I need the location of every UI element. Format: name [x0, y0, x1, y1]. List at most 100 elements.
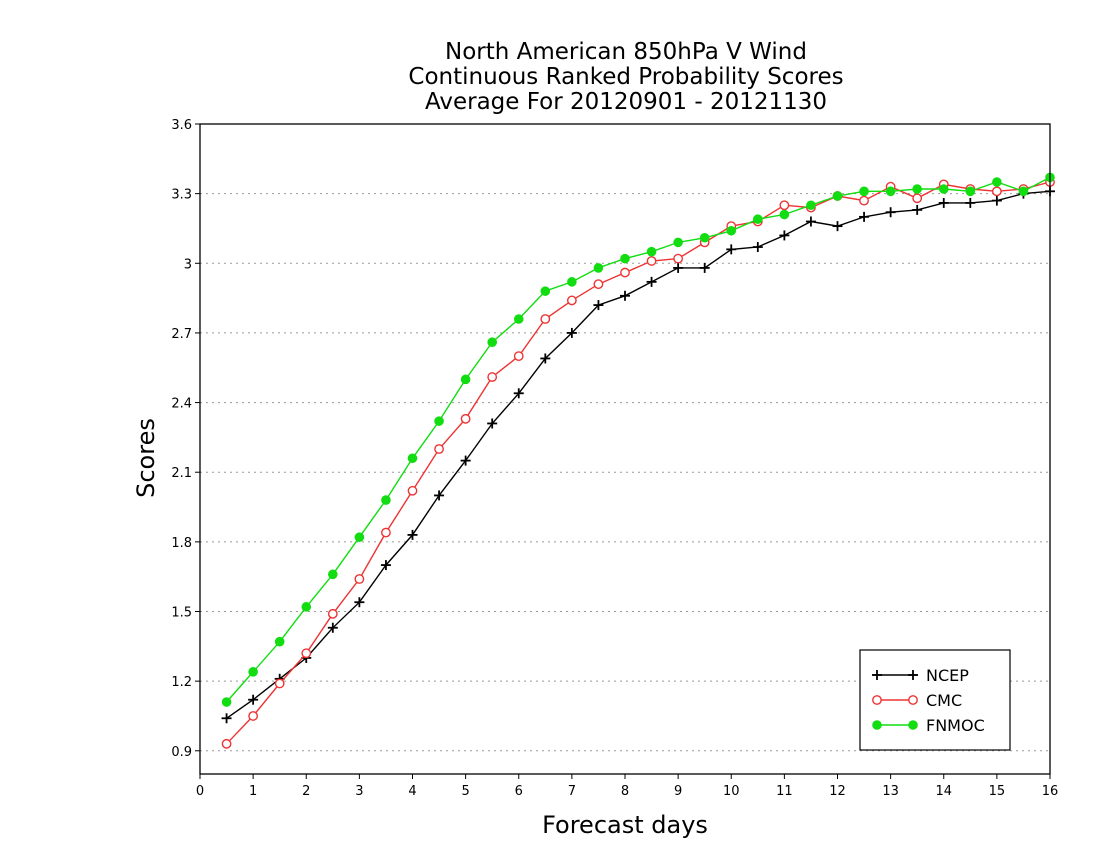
data-point-fnmoc	[673, 237, 683, 248]
y-tick-label: 1.8	[171, 536, 192, 551]
data-point-cmc	[327, 608, 338, 619]
data-point-ncep	[991, 195, 1002, 206]
data-point-fnmoc	[460, 374, 471, 385]
y-tick-label: 2.7	[171, 327, 192, 342]
x-tick-label: 13	[882, 784, 899, 799]
data-point-ncep	[487, 418, 498, 429]
data-point-fnmoc	[885, 186, 896, 197]
legend-label-fnmoc: FNMOC	[926, 716, 985, 735]
data-point-ncep	[248, 694, 259, 705]
y-tick-label: 3.6	[171, 118, 192, 133]
legend-marker-cmc	[908, 695, 918, 705]
data-point-ncep	[938, 197, 949, 208]
data-point-ncep	[673, 262, 684, 273]
data-point-cmc	[566, 295, 577, 306]
data-point-fnmoc	[620, 253, 630, 264]
series-layer	[221, 172, 1055, 749]
y-axis-label: Scores	[132, 418, 160, 498]
x-tick-label: 4	[408, 784, 416, 799]
x-tick-label: 5	[461, 784, 469, 799]
x-tick-label: 2	[302, 784, 310, 799]
data-point-fnmoc	[779, 209, 790, 220]
x-tick-label: 11	[776, 784, 793, 799]
legend-entry-cmc: CMC	[872, 691, 962, 710]
data-point-ncep	[434, 490, 445, 501]
data-point-fnmoc	[487, 337, 497, 348]
x-tick-label: 0	[196, 784, 204, 799]
data-point-cmc	[540, 314, 551, 324]
data-point-fnmoc	[221, 697, 232, 707]
x-tick-label: 3	[355, 784, 363, 799]
legend-label-cmc: CMC	[926, 691, 962, 710]
data-point-fnmoc	[1018, 186, 1029, 197]
x-tick-label: 14	[935, 784, 952, 799]
data-point-ncep	[593, 300, 604, 311]
data-point-fnmoc	[248, 667, 258, 677]
legend-marker-fnmoc	[908, 720, 918, 730]
data-point-ncep	[513, 388, 524, 399]
data-point-fnmoc	[354, 532, 365, 543]
data-point-cmc	[620, 267, 630, 278]
data-point-fnmoc	[832, 191, 843, 201]
legend-entry-fnmoc: FNMOC	[872, 716, 985, 735]
data-point-fnmoc	[912, 184, 922, 194]
data-point-cmc	[354, 574, 365, 584]
data-point-ncep	[646, 276, 657, 287]
data-point-cmc	[434, 444, 444, 454]
legend-marker-ncep	[872, 670, 882, 680]
data-point-fnmoc	[699, 232, 710, 243]
data-point-ncep	[380, 560, 391, 571]
data-point-cmc	[859, 195, 869, 206]
legend-marker-ncep	[908, 670, 918, 680]
data-point-fnmoc	[301, 602, 312, 612]
x-tick-label: 1	[249, 784, 257, 799]
data-point-ncep	[779, 230, 790, 241]
legend-entry-ncep: NCEP	[872, 666, 969, 685]
data-point-ncep	[540, 353, 551, 364]
data-point-fnmoc	[513, 314, 524, 324]
data-point-ncep	[699, 262, 710, 273]
data-point-fnmoc	[328, 569, 338, 580]
x-tick-label: 16	[1042, 784, 1059, 799]
series-fnmoc	[221, 172, 1055, 707]
data-point-ncep	[726, 244, 737, 255]
y-tick-label: 3.3	[171, 188, 192, 203]
x-tick-label: 12	[829, 784, 846, 799]
data-point-cmc	[381, 527, 391, 538]
data-point-ncep	[912, 204, 923, 215]
data-point-cmc	[487, 372, 498, 382]
data-point-ncep	[805, 216, 816, 227]
data-point-ncep	[566, 327, 577, 338]
data-point-fnmoc	[593, 263, 604, 273]
y-tick-label: 1.2	[171, 675, 192, 690]
x-tick-label: 7	[568, 784, 576, 799]
x-tick-label: 9	[674, 784, 682, 799]
data-point-cmc	[673, 253, 684, 264]
legend: NCEP CMC FNMOC	[859, 649, 1011, 751]
data-point-cmc	[513, 351, 524, 362]
data-point-cmc	[274, 678, 285, 689]
data-point-fnmoc	[567, 277, 577, 287]
chart-title-line-2: Continuous Ranked Probability Scores	[408, 64, 843, 90]
data-point-ncep	[832, 221, 843, 232]
data-point-cmc	[646, 256, 657, 266]
y-tick-label: 2.1	[171, 466, 192, 481]
data-point-ncep	[620, 290, 630, 301]
data-point-ncep	[965, 197, 976, 208]
data-point-ncep	[354, 597, 365, 608]
chart-title-line-3: Average For 20120901 - 20121130	[425, 89, 827, 115]
data-point-cmc	[248, 711, 259, 721]
y-tick-label: 0.9	[171, 745, 192, 760]
data-point-fnmoc	[646, 246, 657, 257]
data-point-fnmoc	[381, 495, 391, 505]
data-point-fnmoc	[938, 184, 949, 194]
legend-marker-fnmoc	[872, 720, 882, 730]
x-tick-label: 15	[989, 784, 1006, 799]
data-point-fnmoc	[992, 177, 1002, 187]
data-point-fnmoc	[965, 186, 976, 197]
data-point-ncep	[327, 622, 338, 633]
x-tick-label: 6	[515, 784, 523, 799]
x-tick-label: 10	[723, 784, 740, 799]
data-point-ncep	[752, 242, 763, 253]
